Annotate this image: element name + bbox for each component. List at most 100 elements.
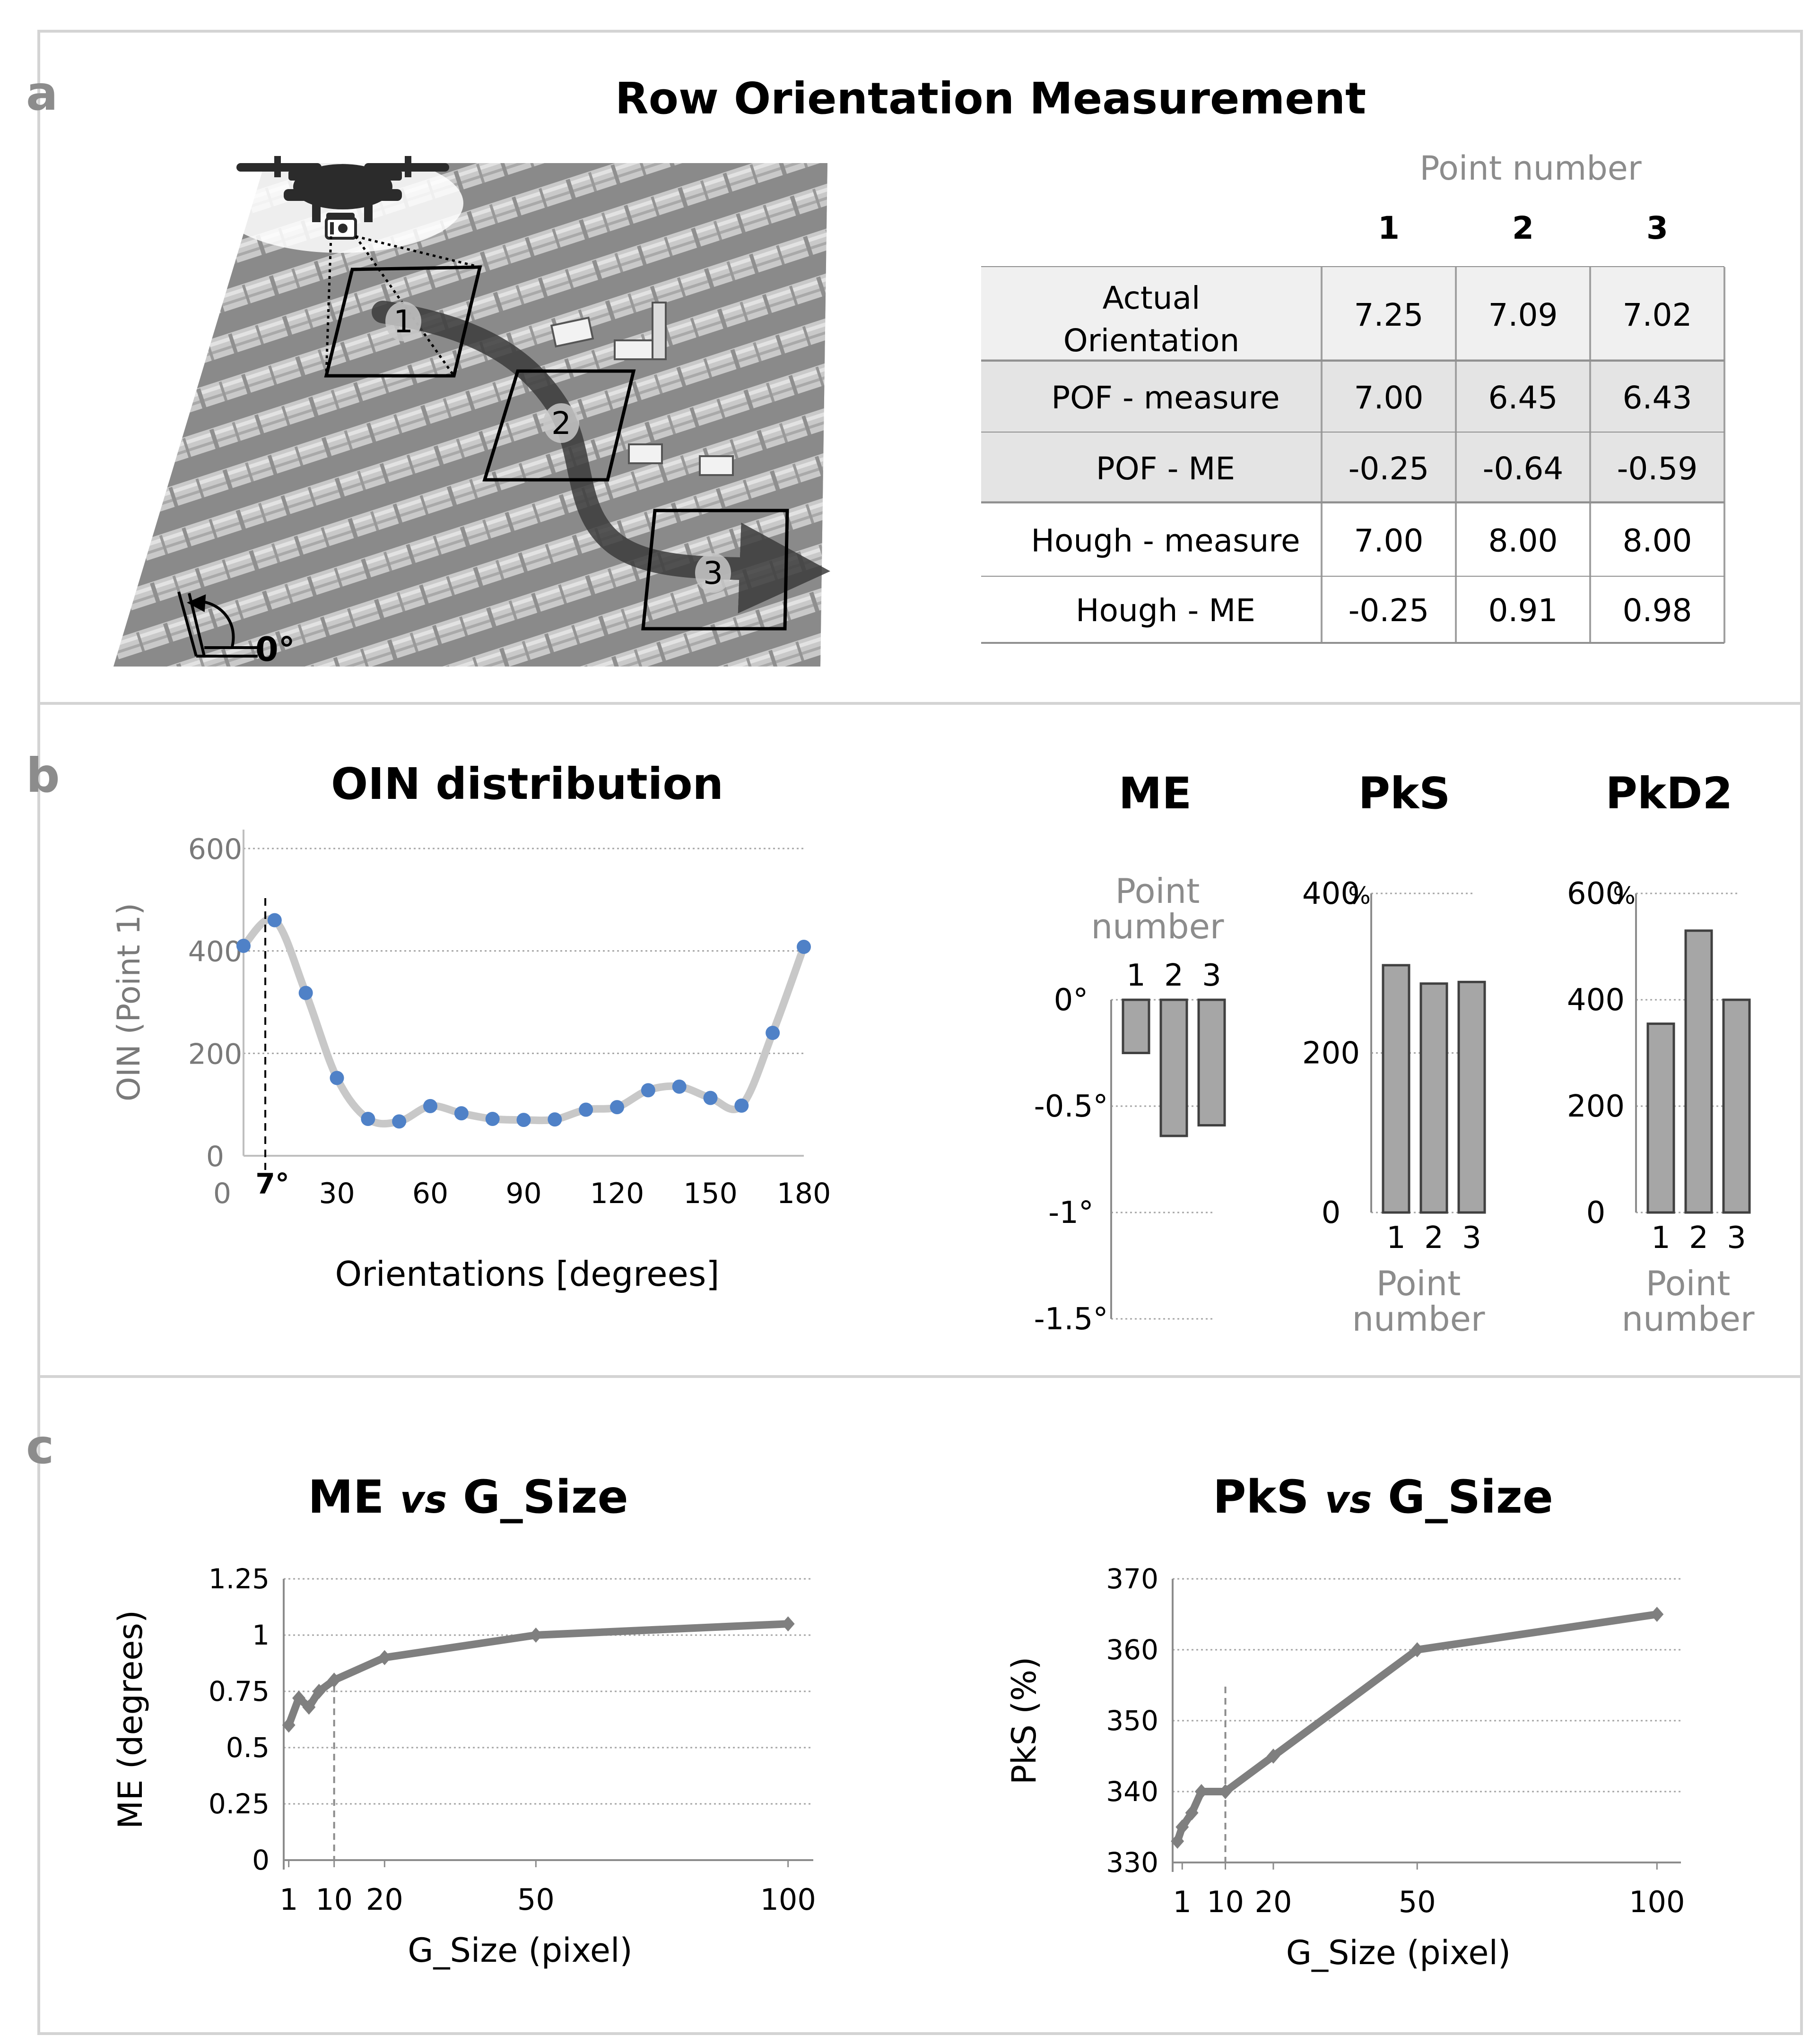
oin-data-point [548, 1112, 562, 1127]
oin-data-point [423, 1099, 437, 1113]
oin-data-point [330, 1071, 344, 1085]
oin-data-point [485, 1112, 500, 1126]
figure-point-2-label: 2 [551, 405, 571, 442]
data-point-marker [781, 1616, 795, 1632]
path-arrow-icon [372, 301, 830, 614]
x-tick-label: 1 [1651, 1221, 1671, 1256]
y-tick-label: -1.5° [1034, 1302, 1108, 1337]
data-point-marker [1175, 1819, 1189, 1835]
drone-icon [236, 156, 449, 229]
oin-data-point [579, 1102, 593, 1117]
chart-title: ME [1119, 768, 1192, 819]
table-row: POF - ME -0.25 -0.64 -0.59 [981, 433, 1725, 503]
chart-title: PkS vs G_Size [1213, 1471, 1553, 1524]
table-cell: -0.25 [1349, 450, 1429, 487]
title-part: ME [308, 1471, 400, 1524]
oin-data-point [641, 1083, 655, 1098]
y-tick-label: 1.25 [209, 1563, 270, 1595]
oin-data-point [298, 986, 313, 1000]
x-axis-label: number [1352, 1299, 1485, 1339]
data-point-marker [1218, 1784, 1232, 1799]
bar-1 [1646, 1022, 1675, 1214]
y-tick-label: -1° [1048, 1195, 1094, 1230]
camera-view-lines [325, 235, 480, 377]
y-tick-label: 200 [188, 1038, 243, 1071]
x-tick-label: 50 [517, 1882, 555, 1917]
chart-title: ME vs G_Size [308, 1471, 628, 1524]
x-axis-label: Point [1115, 871, 1200, 911]
peak-marker-label: 7° [255, 1168, 289, 1201]
y-tick-label: 400 [188, 935, 243, 969]
y-tick-label: 1 [252, 1619, 270, 1651]
table-row-label: Hough - measure [1031, 523, 1300, 559]
x-tick-label: 180 [777, 1177, 831, 1210]
y-axis-label: OIN (Point 1) [111, 903, 147, 1101]
table-body: Actual Orientation 7.25 7.09 7.02 POF - measu… [981, 266, 1725, 644]
table-cell: 0.98 [1623, 592, 1692, 629]
bar-1 [1382, 964, 1410, 1214]
x-tick-label: 1 [1386, 1221, 1406, 1256]
panel-a-letter: a [26, 66, 58, 121]
y-tick-label: 200 [1302, 1036, 1360, 1071]
data-point-marker [312, 1684, 326, 1699]
orientation-table: Point number 1 2 3 Actual Orientation 7.25 7.… [981, 149, 1725, 644]
oin-data-point [766, 1026, 780, 1040]
table-cell: -0.64 [1483, 450, 1564, 487]
title-part: vs [400, 1478, 447, 1522]
title-part: G_Size [1372, 1471, 1553, 1524]
y-tick-label: 330 [1106, 1846, 1158, 1879]
x-tick-label: 50 [1399, 1885, 1436, 1919]
bar-2 [1684, 929, 1713, 1214]
measurement-windows [324, 265, 789, 631]
oin-smooth-line [241, 915, 808, 1128]
x-tick-label: 2 [1164, 958, 1184, 993]
title-part: vs [1325, 1478, 1372, 1522]
x-tick-label: 10 [1207, 1885, 1244, 1919]
table-row-background [981, 267, 1724, 362]
x-tick-label: 90 [505, 1177, 541, 1210]
table-cell: 7.09 [1488, 297, 1558, 333]
x-tick-label: 3 [1727, 1221, 1746, 1256]
oin-data-point [734, 1098, 749, 1113]
panel-a: a Row Orientation Measurement [26, 66, 1725, 669]
title-part: PkS [1213, 1471, 1325, 1524]
y-tick-label: 0.25 [209, 1788, 270, 1820]
table-cell: 8.00 [1488, 523, 1558, 559]
x-axis-label: number [1621, 1299, 1754, 1339]
y-tick-label: 400 [1567, 983, 1625, 1018]
table-cell: 7.00 [1354, 523, 1424, 559]
table-cell: 7.00 [1354, 380, 1424, 416]
x-axis-label: number [1091, 907, 1224, 946]
figure-point-1-label: 1 [393, 303, 413, 340]
oin-data-point [610, 1100, 624, 1115]
y-tick-label: 0 [206, 1140, 224, 1173]
title-part: G_Size [447, 1471, 628, 1524]
oin-data-point [236, 938, 251, 953]
panel-frames [37, 30, 1803, 2035]
oin-data-point [267, 913, 282, 927]
oin-data-point [361, 1112, 375, 1126]
figure-point-3-label: 3 [703, 555, 723, 591]
bar-3 [1722, 998, 1751, 1214]
chart-title: PkS [1358, 768, 1451, 819]
x-tick-label: 20 [1255, 1885, 1292, 1919]
table-cell: -0.59 [1617, 450, 1698, 487]
y-tick-label: 200 [1567, 1089, 1625, 1124]
x-axis-label: Point [1376, 1264, 1461, 1303]
data-point-marker [1650, 1607, 1664, 1622]
me-vs-gsize-chart: ME vs G_Size 0 0.25 0.5 0.75 1 1.25 1 10 20 50 100 G… [111, 1471, 816, 1970]
table-row-background [981, 577, 1724, 643]
table-row: Hough - ME -0.25 0.91 0.98 [981, 577, 1725, 643]
table-row-label: POF - measure [1051, 380, 1279, 416]
x-tick-label: 60 [412, 1177, 448, 1210]
data-point-marker [1171, 1834, 1184, 1849]
figure-point-labels: 1 2 3 [385, 302, 731, 593]
panel-c: c ME vs G_Size 0 0.25 0.5 0.75 1 1.25 1 10 20 50 10… [26, 1419, 1685, 1972]
table-cell: 7.25 [1354, 297, 1424, 333]
y-tick-label: 0° [1054, 983, 1088, 1018]
data-point-marker [302, 1699, 316, 1715]
table-column-group-label: Point number [1419, 149, 1641, 188]
table-row-label: Hough - ME [1076, 592, 1255, 629]
angle-indicator [177, 591, 258, 658]
